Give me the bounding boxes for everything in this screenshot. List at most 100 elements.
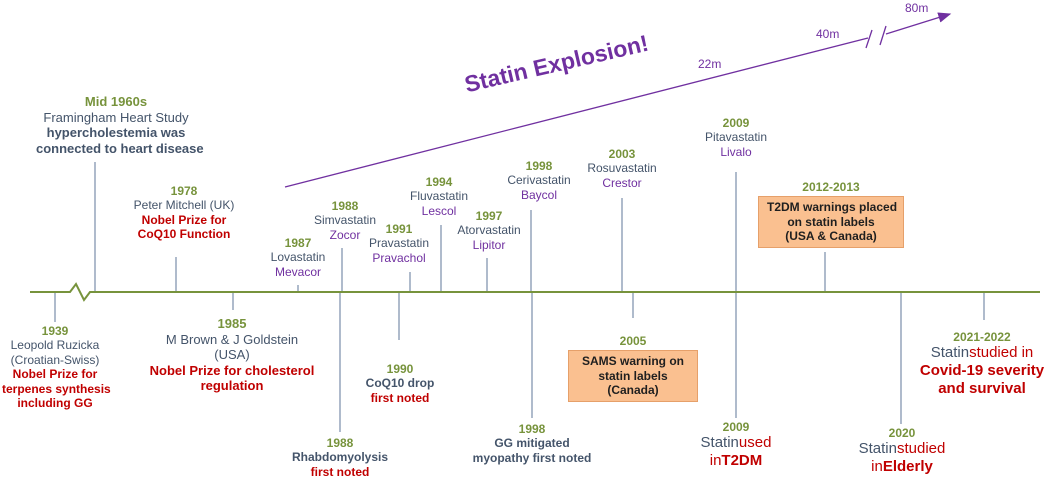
- event-1997: 1997 Atorvastatin Lipitor: [452, 209, 526, 252]
- event-line: first noted: [370, 390, 430, 405]
- split-a: in: [871, 458, 883, 476]
- box-line: (USA & Canada): [785, 229, 877, 244]
- event-line: including GG: [17, 395, 93, 410]
- event-year: 2009: [722, 420, 750, 434]
- event-year: 1988: [326, 436, 354, 450]
- event-2012-2013: 2012-2013 T2DM warnings placed on statin…: [758, 180, 904, 248]
- event-line: terpenes synthesis: [2, 381, 111, 396]
- event-year: 1991: [385, 222, 413, 236]
- event-2005: 2005 SAMS warning on statin labels (Cana…: [568, 334, 698, 402]
- event-line: regulation: [200, 378, 264, 394]
- event-line: Zocor: [329, 227, 361, 242]
- event-line: Lovastatin: [270, 250, 326, 265]
- event-1988b: 1988 Rhabdomyolysis first noted: [284, 436, 396, 479]
- event-line: connected to heart disease: [36, 140, 204, 156]
- event-line: Cerivastatin: [507, 173, 571, 188]
- growth-label-22m: 22m: [698, 57, 722, 71]
- event-line: Baycol: [520, 187, 558, 202]
- box-line: on statin labels: [787, 214, 875, 229]
- event-year: 1939: [41, 324, 69, 338]
- event-year: 1998: [518, 422, 546, 436]
- event-2009b: 2009 Statinused inT2DM: [684, 420, 788, 470]
- split-b: studied in: [969, 344, 1034, 362]
- axis-break-mark: [879, 25, 887, 46]
- event-line: Pravastatin: [368, 236, 430, 251]
- highlight-box: SAMS warning on statin labels (Canada): [568, 350, 698, 402]
- split-a: Statin: [700, 434, 739, 452]
- event-mid1960s: Mid 1960s Framingham Heart Study hyperch…: [36, 94, 204, 156]
- event-1939: 1939 Leopold Ruzicka (Croatian-Swiss) No…: [2, 324, 111, 410]
- event-line: Fluvastatin: [409, 189, 469, 204]
- box-line: T2DM warnings placed: [767, 200, 898, 215]
- split-b: and survival: [938, 380, 1026, 398]
- event-year: Mid 1960s: [84, 94, 148, 109]
- event-line: Lipitor: [472, 237, 506, 252]
- event-line: Peter Mitchell (UK): [133, 198, 235, 213]
- event-line: Rosuvastatin: [587, 161, 657, 176]
- event-year: 2012-2013: [802, 180, 860, 194]
- split-b: used: [738, 434, 772, 452]
- split-b: studied: [896, 440, 946, 458]
- event-line: M Brown & J Goldstein: [165, 331, 299, 347]
- event-1994: 1994 Fluvastatin Lescol: [404, 175, 474, 218]
- event-year: 1978: [170, 184, 198, 198]
- event-year: 2020: [888, 426, 916, 440]
- timeline-axis: [30, 282, 1040, 302]
- event-line: myopathy first noted: [464, 451, 600, 465]
- event-year: 1988: [331, 199, 359, 213]
- box-line: (Canada): [607, 383, 659, 398]
- event-2003: 2003 Rosuvastatin Crestor: [582, 147, 662, 190]
- event-year: 1998: [525, 159, 553, 173]
- event-line: Leopold Ruzicka: [10, 338, 100, 353]
- event-year: 1990: [386, 362, 414, 376]
- growth-label-40m: 40m: [816, 27, 840, 41]
- box-line: SAMS warning on: [582, 354, 684, 369]
- split-a: in: [709, 452, 722, 470]
- event-line: Crestor: [602, 175, 642, 190]
- event-year: 1997: [475, 209, 503, 223]
- statin-growth-arrow-tip: [885, 12, 952, 35]
- statin-growth-arrow: [284, 37, 869, 188]
- event-1987: 1987 Lovastatin Mevacor: [263, 236, 333, 279]
- event-1998b: 1998 GG mitigated myopathy first noted: [464, 422, 600, 465]
- highlight-box: T2DM warnings placed on statin labels (U…: [758, 196, 904, 248]
- event-line: Atorvastatin: [457, 223, 521, 238]
- event-year: 2005: [619, 334, 647, 348]
- event-2020: 2020 Statinstudied inElderly: [846, 426, 958, 476]
- event-year: 2009: [722, 116, 750, 130]
- event-line: Nobel Prize for cholesterol: [149, 362, 315, 378]
- event-1998: 1998 Cerivastatin Baycol: [502, 159, 576, 202]
- split-a: Statin: [930, 344, 970, 362]
- event-year: 1987: [284, 236, 312, 250]
- event-year: 1994: [425, 175, 453, 189]
- split-b: T2DM: [721, 452, 763, 470]
- event-1988: 1988 Simvastatin Zocor: [308, 199, 382, 242]
- event-year: 1985: [217, 316, 247, 331]
- event-line: Pravachol: [372, 250, 426, 265]
- event-line: Framingham Heart Study: [43, 109, 189, 125]
- event-line: CoQ10 Function: [137, 227, 231, 242]
- event-2021-2022: 2021-2022 Statinstudied in Covid-19 seve…: [912, 330, 1052, 398]
- event-line: Mevacor: [274, 264, 321, 279]
- event-line: (Croatian-Swiss): [10, 352, 100, 367]
- split-b: Elderly: [882, 458, 933, 476]
- event-line: first noted: [310, 464, 370, 479]
- event-year: 2003: [608, 147, 636, 161]
- split-a: Statin: [858, 440, 897, 458]
- event-line: Simvastatin: [313, 213, 377, 228]
- growth-label-80m: 80m: [905, 1, 929, 15]
- event-line: CoQ10 drop: [365, 376, 435, 391]
- event-2009: 2009 Pitavastatin Livalo: [696, 116, 776, 159]
- split-b: Covid-19 severity: [919, 362, 1045, 380]
- event-1990: 1990 CoQ10 drop first noted: [362, 362, 438, 405]
- event-line: Nobel Prize for: [12, 367, 98, 382]
- event-1991: 1991 Pravastatin Pravachol: [362, 222, 436, 265]
- event-line: (USA): [214, 347, 250, 363]
- event-line: hypercholestemia was: [46, 125, 186, 141]
- ticks-below: [54, 293, 985, 432]
- event-line: Pitavastatin: [704, 130, 768, 145]
- ticks-above: [94, 162, 826, 291]
- event-1985: 1985 M Brown & J Goldstein (USA) Nobel P…: [148, 316, 316, 394]
